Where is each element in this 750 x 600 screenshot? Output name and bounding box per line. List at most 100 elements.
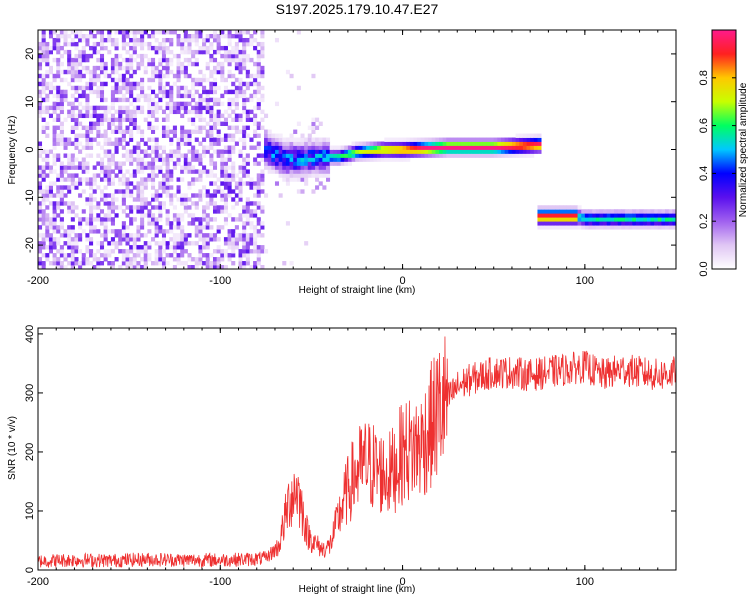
heatmap-cell <box>154 157 159 162</box>
heatmap-cell <box>198 109 203 115</box>
heatmap-cell <box>555 205 560 210</box>
heatmap-cell <box>70 253 75 258</box>
heatmap-cell <box>234 85 239 91</box>
heatmap-cell <box>205 241 210 246</box>
heatmap-cell <box>216 117 221 123</box>
heatmap-cell <box>74 241 79 246</box>
heatmap-cell <box>256 125 261 130</box>
heatmap-cell <box>191 37 196 43</box>
heatmap-cell <box>212 189 218 194</box>
heatmap-cell <box>165 173 170 178</box>
heatmap-cell <box>63 257 68 262</box>
heatmap-cell <box>318 173 323 178</box>
heatmap-cell <box>187 133 192 138</box>
heatmap-cell <box>176 189 181 194</box>
heatmap-cell <box>220 53 225 59</box>
heatmap-cell <box>191 145 196 150</box>
heatmap-cell <box>242 37 247 43</box>
heatmap-cell <box>260 93 265 99</box>
heatmap-cell <box>63 77 68 83</box>
heatmap-cell <box>180 141 185 146</box>
heatmap-cell <box>38 217 43 222</box>
heatmap-cell <box>194 149 199 154</box>
heatmap-cell <box>176 137 181 142</box>
heatmap-cell <box>187 181 192 186</box>
heatmap-cell <box>231 45 236 51</box>
heatmap-cell <box>234 173 239 178</box>
heatmap-cell <box>161 93 166 99</box>
heatmap-cell <box>136 85 141 91</box>
heatmap-cell <box>45 205 50 210</box>
heatmap-cell <box>336 157 341 162</box>
heatmap-cell <box>96 93 101 99</box>
heatmap-cell <box>552 209 557 214</box>
heatmap-cell <box>413 137 418 142</box>
heatmap-cell <box>519 153 524 158</box>
heatmap-cell <box>56 141 61 146</box>
heatmap-cell <box>570 205 575 210</box>
heatmap-cell <box>38 165 43 170</box>
heatmap-cell <box>74 85 79 91</box>
heatmap-cell <box>121 201 126 206</box>
heatmap-cell <box>202 97 207 103</box>
heatmap-cell <box>245 117 250 123</box>
heatmap-cell <box>92 253 97 258</box>
heatmap-cell <box>99 189 105 194</box>
heatmap-cell <box>570 209 575 214</box>
heatmap-cell <box>129 85 134 91</box>
heatmap-cell <box>89 89 94 95</box>
heatmap-cell <box>231 133 236 138</box>
heatmap-cell <box>428 149 433 154</box>
heatmap-cell <box>56 249 61 254</box>
heatmap-cell <box>209 157 214 162</box>
heatmap-cell <box>121 145 126 150</box>
heatmap-cell <box>227 177 232 182</box>
heatmap-cell <box>59 221 64 226</box>
heatmap-cell <box>245 201 250 206</box>
heatmap-cell <box>125 89 130 95</box>
heatmap-cell <box>103 201 108 206</box>
heatmap-cell <box>121 37 126 43</box>
heatmap-cell <box>194 77 199 83</box>
heatmap-cell <box>234 101 239 107</box>
heatmap-cell <box>161 249 166 254</box>
heatmap-cell <box>70 141 75 146</box>
heatmap-cell <box>121 261 126 266</box>
heatmap-cell <box>202 85 207 91</box>
heatmap-cell <box>209 85 214 91</box>
heatmap-cell <box>194 137 199 142</box>
heatmap-cell <box>205 77 210 83</box>
heatmap-cell <box>85 97 90 103</box>
heatmap-cell <box>151 77 156 83</box>
heatmap-cell <box>595 221 600 226</box>
heatmap-cell <box>256 189 261 194</box>
heatmap-cell <box>121 81 126 87</box>
heatmap-cell <box>486 149 491 154</box>
heatmap-cell <box>59 173 64 178</box>
heatmap-cell <box>223 201 228 206</box>
heatmap-cell <box>70 165 75 170</box>
heatmap-cell <box>169 30 174 35</box>
heatmap-cell <box>85 177 90 182</box>
heatmap-cell <box>41 197 46 202</box>
heatmap-cell <box>172 53 177 59</box>
heatmap-cell <box>121 129 126 134</box>
heatmap-cell <box>548 221 553 226</box>
heatmap-cell <box>220 69 225 75</box>
heatmap-cell <box>165 65 170 71</box>
heatmap-cell <box>110 65 115 71</box>
heatmap-cell <box>260 109 265 115</box>
heatmap-cell <box>147 253 152 258</box>
heatmap-cell <box>256 229 261 234</box>
heatmap-cell <box>599 209 604 214</box>
heatmap-cell <box>402 149 407 154</box>
heatmap-cell <box>85 109 90 115</box>
heatmap-cell <box>212 85 218 91</box>
heatmap-cell <box>92 45 97 51</box>
heatmap-cell <box>216 37 221 43</box>
heatmap-cell <box>460 149 465 154</box>
heatmap-cell <box>260 157 265 162</box>
heatmap-cell <box>103 177 108 182</box>
heatmap-cell <box>38 233 43 238</box>
heatmap-cell <box>151 193 156 198</box>
